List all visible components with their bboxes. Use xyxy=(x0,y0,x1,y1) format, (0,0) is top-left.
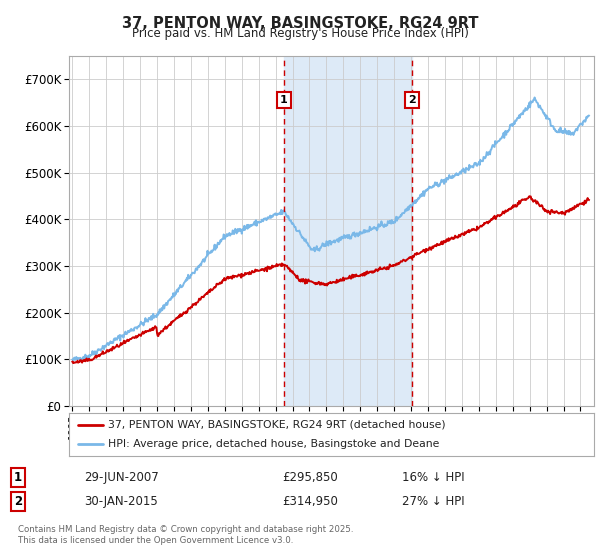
Text: HPI: Average price, detached house, Basingstoke and Deane: HPI: Average price, detached house, Basi… xyxy=(109,439,440,449)
Text: 16% ↓ HPI: 16% ↓ HPI xyxy=(402,470,464,484)
Text: 37, PENTON WAY, BASINGSTOKE, RG24 9RT: 37, PENTON WAY, BASINGSTOKE, RG24 9RT xyxy=(122,16,478,31)
Text: Price paid vs. HM Land Registry's House Price Index (HPI): Price paid vs. HM Land Registry's House … xyxy=(131,27,469,40)
Text: 30-JAN-2015: 30-JAN-2015 xyxy=(84,494,158,508)
Text: 1: 1 xyxy=(280,95,288,105)
Text: 2: 2 xyxy=(14,494,22,508)
Text: Contains HM Land Registry data © Crown copyright and database right 2025.
This d: Contains HM Land Registry data © Crown c… xyxy=(18,525,353,545)
Text: 1: 1 xyxy=(14,470,22,484)
Bar xyxy=(284,56,412,406)
Text: £314,950: £314,950 xyxy=(282,494,338,508)
Text: 29-JUN-2007: 29-JUN-2007 xyxy=(84,470,159,484)
Text: 27% ↓ HPI: 27% ↓ HPI xyxy=(402,494,464,508)
Text: 37, PENTON WAY, BASINGSTOKE, RG24 9RT (detached house): 37, PENTON WAY, BASINGSTOKE, RG24 9RT (d… xyxy=(109,420,446,430)
Text: 2: 2 xyxy=(409,95,416,105)
Text: £295,850: £295,850 xyxy=(282,470,338,484)
